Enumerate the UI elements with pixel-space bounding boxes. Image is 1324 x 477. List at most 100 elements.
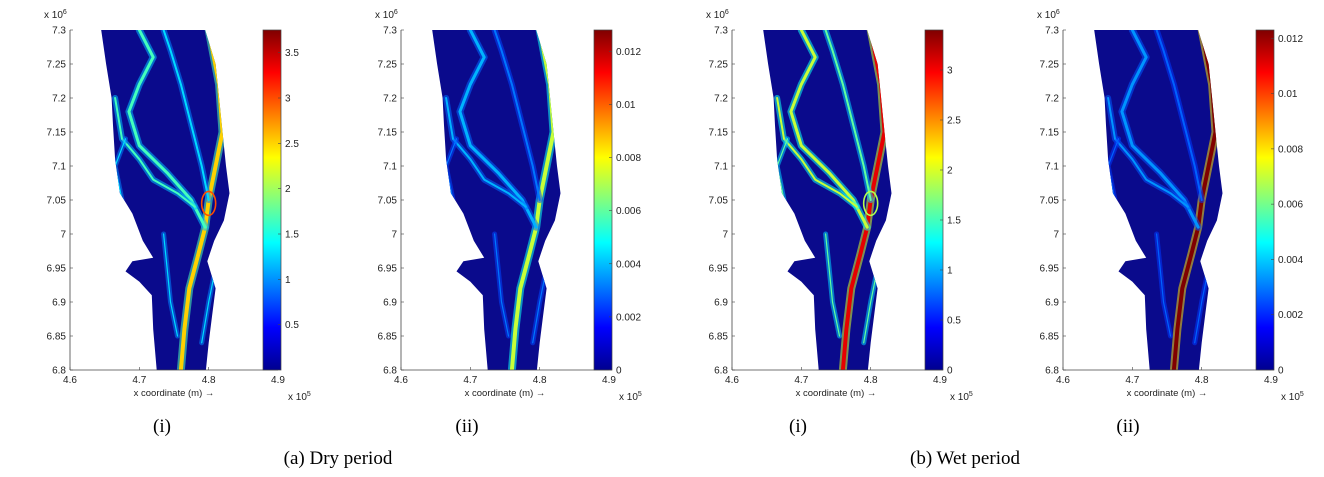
y-exponent: x 106 (1037, 9, 1060, 21)
hotspot (862, 190, 879, 217)
x-tick-label: 4.9 (271, 375, 285, 386)
colorbar (262, 29, 282, 371)
y-tick-label: 7.05 (47, 196, 67, 207)
y-tick-label: 6.9 (1045, 298, 1059, 309)
channel-1 (789, 30, 869, 229)
colorbar-tick-label: 1 (947, 266, 953, 277)
channel-1 (127, 30, 207, 229)
colorbar-tick-label: 0.012 (1278, 34, 1303, 45)
colorbar-tick-label: 0.004 (1278, 255, 1303, 266)
y-tick-label: 6.95 (378, 264, 398, 275)
channel-2 (114, 97, 196, 208)
y-tick-label: 7 (391, 230, 397, 241)
y-tick-label: 6.85 (378, 332, 398, 343)
channel-3 (1155, 30, 1203, 201)
panel-wet-i: 6.8 6.85 6.9 6.95 7 7.05 7.1 7.15 7.2 7.25 7.3 4.6 4… (662, 0, 993, 477)
colorbar-tick-label: 0.002 (1278, 310, 1303, 321)
channel-1 (458, 30, 538, 229)
y-tick-label: 7.3 (52, 26, 66, 37)
colorbar-tick-label: 0.5 (285, 320, 299, 331)
panel-wet-ii: 6.8 6.85 6.9 6.95 7 7.05 7.1 7.15 7.2 7.25 7.3 4.6 4… (993, 0, 1324, 477)
x-tick-label: 4.9 (1264, 375, 1278, 386)
y-tick-label: 7.2 (1045, 94, 1059, 105)
channel-4 (163, 233, 179, 337)
y-tick-label: 6.85 (1040, 332, 1060, 343)
y-tick-label: 7.3 (714, 26, 728, 37)
colorbar-tick-label: 0 (947, 366, 953, 377)
y-tick-label: 7.25 (709, 60, 729, 71)
y-tick-label: 7.25 (47, 60, 67, 71)
colorbar-tick-label: 0 (616, 366, 622, 377)
colorbar (924, 29, 944, 371)
y-tick-label: 7.2 (714, 94, 728, 105)
heatmap-svg: 6.8 6.85 6.9 6.95 7 7.05 7.1 7.15 7.2 7.25 7.3 4.6 4… (375, 9, 642, 403)
y-tick-label: 7.1 (1045, 162, 1059, 173)
colorbar-tick-label: 0.01 (616, 100, 636, 111)
x-tick-label: 4.7 (463, 375, 477, 386)
colorbar-tick-label: 1.5 (285, 230, 299, 241)
y-tick-label: 6.8 (52, 366, 66, 377)
panel-label-wet-ii: (ii) (1116, 416, 1140, 437)
y-tick-label: 7.15 (378, 128, 398, 139)
x-axis-label: x coordinate (m) → (465, 388, 546, 399)
y-tick-label: 7.1 (383, 162, 397, 173)
panel-dry-i: 6.8 6.85 6.9 6.95 7 7.05 7.1 7.15 7.2 7.25 7.3 4.6 4… (0, 0, 331, 477)
y-tick-label: 7 (60, 230, 66, 241)
colorbar-tick-label: 3.5 (285, 48, 299, 59)
y-tick-label: 7.15 (47, 128, 67, 139)
y-tick-label: 7.15 (709, 128, 729, 139)
colorbar-tick-label: 0.012 (616, 47, 641, 58)
channel-2 (776, 97, 858, 208)
y-tick-label: 7.15 (1040, 128, 1060, 139)
heatmap-svg: 6.8 6.85 6.9 6.95 7 7.05 7.1 7.15 7.2 7.25 7.3 4.6 4… (44, 9, 311, 403)
x-tick-label: 4.6 (394, 375, 408, 386)
y-tick-label: 6.9 (714, 298, 728, 309)
y-tick-label: 7.1 (714, 162, 728, 173)
colorbar-tick-label: 0.004 (616, 259, 641, 270)
x-tick-label: 4.8 (864, 375, 878, 386)
y-tick-label: 7.25 (378, 60, 398, 71)
y-tick-label: 7.05 (378, 196, 398, 207)
y-tick-label: 7 (722, 230, 728, 241)
y-tick-label: 7.25 (1040, 60, 1060, 71)
channel-4 (1156, 233, 1172, 337)
y-tick-label: 7.2 (52, 94, 66, 105)
x-exponent: x 105 (950, 391, 973, 403)
y-tick-label: 6.8 (714, 366, 728, 377)
y-tick-label: 6.95 (709, 264, 729, 275)
y-exponent: x 106 (706, 9, 729, 21)
x-tick-label: 4.7 (1125, 375, 1139, 386)
y-tick-label: 6.9 (383, 298, 397, 309)
group-caption-wet: (b) Wet period (910, 448, 1020, 469)
panel-label-dry-i: (i) (153, 416, 171, 437)
y-tick-label: 7.05 (1040, 196, 1060, 207)
y-tick-label: 6.8 (383, 366, 397, 377)
y-tick-label: 6.85 (47, 332, 67, 343)
y-tick-label: 7 (1053, 230, 1059, 241)
x-axis-label: x coordinate (m) → (1127, 388, 1208, 399)
channel-2 (1107, 97, 1189, 208)
y-tick-label: 6.95 (47, 264, 67, 275)
y-tick-label: 7.1 (52, 162, 66, 173)
y-tick-label: 7.3 (383, 26, 397, 37)
x-tick-label: 4.6 (63, 375, 77, 386)
colorbar-tick-label: 0.006 (616, 206, 641, 217)
y-tick-label: 7.2 (383, 94, 397, 105)
channel-1 (1120, 30, 1200, 229)
y-tick-label: 6.9 (52, 298, 66, 309)
x-tick-label: 4.6 (1056, 375, 1070, 386)
x-exponent: x 105 (619, 391, 642, 403)
colorbar-tick-label: 2 (285, 184, 291, 195)
x-tick-label: 4.7 (132, 375, 146, 386)
hotspot (200, 190, 217, 217)
panel-label-dry-ii: (ii) (455, 416, 479, 437)
channel-3 (162, 30, 210, 201)
heatmap-svg: 6.8 6.85 6.9 6.95 7 7.05 7.1 7.15 7.2 7.25 7.3 4.6 4… (706, 9, 973, 403)
y-tick-label: 7.3 (1045, 26, 1059, 37)
heatmap-svg: 6.8 6.85 6.9 6.95 7 7.05 7.1 7.15 7.2 7.25 7.3 4.6 4… (1037, 9, 1304, 403)
colorbar-tick-label: 2.5 (285, 139, 299, 150)
x-axis-label: x coordinate (m) → (134, 388, 215, 399)
group-caption-dry: (a) Dry period (283, 448, 393, 469)
colorbar-tick-label: 2 (947, 166, 953, 177)
